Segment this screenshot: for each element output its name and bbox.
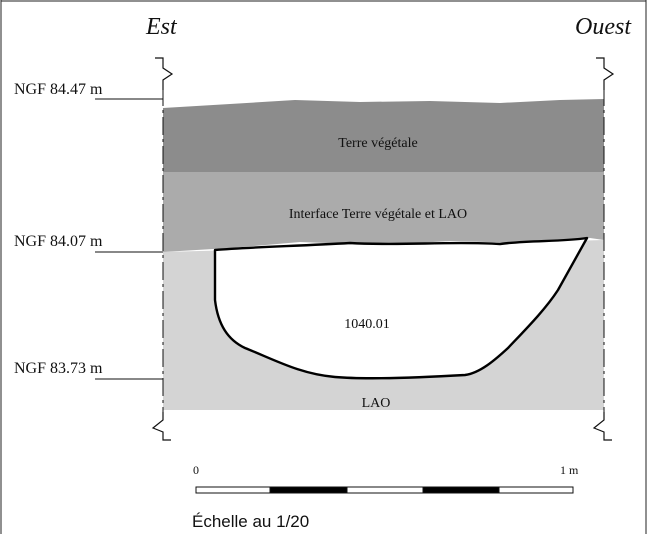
elevation-marker-2: NGF 84.07 m (14, 233, 163, 253)
break-symbol-top-left (155, 57, 174, 90)
scale-segment-4 (422, 486, 500, 494)
scale-segment-5 (498, 486, 574, 494)
lao-label: LAO (362, 396, 391, 411)
break-symbol-top-right (596, 57, 615, 90)
topsoil-layer (163, 99, 604, 172)
feature-1040-01 (213, 236, 589, 380)
scale-start-label: 0 (193, 463, 199, 477)
scale-segment-2 (269, 486, 348, 494)
break-symbol-bottom-left (151, 412, 171, 441)
orientation-left-label: Est (145, 14, 178, 40)
elevation-label-2: NGF 84.07 m (14, 233, 103, 250)
interface-layer (163, 172, 604, 252)
elevation-label-1: NGF 84.47 m (14, 81, 103, 98)
feature-label: 1040.01 (344, 317, 390, 332)
elevation-label-3: NGF 83.73 m (14, 360, 103, 377)
topsoil-label: Terre végétale (338, 136, 417, 151)
interface-label: Interface Terre végétale et LAO (289, 207, 467, 222)
scale-bar: 0 1 m (193, 463, 579, 494)
scale-segment-1 (195, 486, 271, 494)
scale-caption: Échelle au 1/20 (192, 512, 309, 531)
elevation-marker-1: NGF 84.47 m (14, 81, 163, 100)
elevation-marker-3: NGF 83.73 m (14, 360, 163, 380)
orientation-right-label: Ouest (575, 14, 632, 40)
scale-segment-3 (346, 486, 424, 494)
break-symbol-bottom-right (592, 412, 612, 441)
scale-end-label: 1 m (560, 463, 579, 477)
